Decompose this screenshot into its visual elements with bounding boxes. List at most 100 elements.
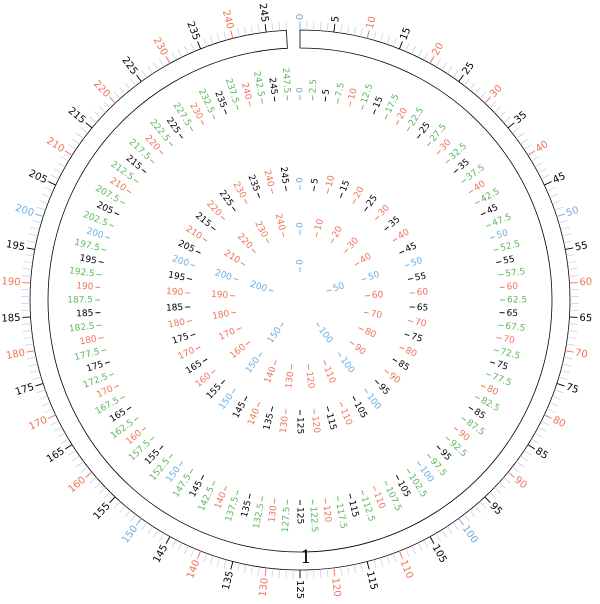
tick xyxy=(308,364,309,369)
minor-tick xyxy=(178,49,182,57)
tick xyxy=(291,364,292,369)
tick xyxy=(252,249,255,253)
tick xyxy=(231,312,236,313)
minor-tick xyxy=(436,533,441,541)
tick-label: 100 xyxy=(316,326,334,346)
tick-label: 15 xyxy=(398,26,413,42)
tick xyxy=(191,264,196,266)
tick xyxy=(385,227,389,230)
tick-label: 5 xyxy=(330,15,342,23)
tick xyxy=(418,462,421,466)
tick xyxy=(385,370,389,373)
tick-label: 130 xyxy=(258,577,271,597)
tick-label: 85 xyxy=(472,407,487,422)
tick-label: 10 xyxy=(365,15,379,30)
tick-label: 50 xyxy=(410,256,424,269)
minor-tick xyxy=(104,101,110,107)
tick xyxy=(110,97,115,103)
minor-tick xyxy=(125,510,131,517)
tick xyxy=(496,337,501,338)
minor-tick xyxy=(469,83,475,90)
tick-label: 210 xyxy=(184,224,204,242)
minor-tick xyxy=(374,32,376,41)
minor-tick xyxy=(569,324,578,325)
tick-label: 245 xyxy=(257,3,270,23)
tick xyxy=(496,262,501,263)
minor-tick xyxy=(480,501,486,508)
tick xyxy=(36,214,44,216)
tick-label: 127.5 xyxy=(281,506,293,532)
tick-label: 70 xyxy=(414,318,427,330)
tick xyxy=(241,262,245,265)
minor-tick xyxy=(39,396,47,399)
minor-tick xyxy=(33,220,42,223)
minor-tick xyxy=(547,188,555,192)
tick xyxy=(169,454,172,458)
tick-label: 115 xyxy=(364,570,379,591)
minor-tick xyxy=(412,546,416,554)
minor-tick xyxy=(566,344,575,345)
tick xyxy=(327,407,328,412)
minor-tick xyxy=(217,558,220,567)
tick xyxy=(385,115,387,120)
tick xyxy=(316,232,317,237)
minor-tick xyxy=(480,92,486,99)
tick xyxy=(430,537,434,544)
tick xyxy=(325,498,326,503)
minor-tick xyxy=(567,337,576,338)
tick xyxy=(325,97,326,102)
tick-label: 160 xyxy=(228,342,248,361)
tick-label: 185 xyxy=(166,303,184,314)
tick xyxy=(557,383,565,385)
tick-label: 195 xyxy=(5,239,26,253)
minor-tick xyxy=(559,377,568,380)
tick xyxy=(109,225,114,227)
tick xyxy=(427,454,430,458)
tick xyxy=(23,283,31,284)
minor-tick xyxy=(45,409,53,413)
minor-tick xyxy=(68,145,75,150)
tick xyxy=(469,407,473,410)
tick-label: 45 xyxy=(485,203,500,217)
tick-label: 150 xyxy=(120,524,140,546)
minor-tick xyxy=(81,128,88,134)
tick-label: 170 xyxy=(27,415,49,433)
minor-tick xyxy=(130,514,135,521)
tick-label: 140 xyxy=(213,491,229,511)
minor-tick xyxy=(130,78,135,85)
tick-label: 182.5 xyxy=(69,321,96,334)
tick xyxy=(142,169,146,172)
minor-tick xyxy=(279,22,280,31)
tick xyxy=(151,160,155,163)
tick xyxy=(237,328,242,330)
tick xyxy=(508,123,514,128)
minor-tick xyxy=(354,27,356,36)
tick xyxy=(314,409,315,414)
minor-tick xyxy=(24,337,33,338)
tick-label: 160 xyxy=(66,475,88,496)
minor-tick xyxy=(204,553,207,561)
tick-label: 135 xyxy=(262,412,276,431)
tick xyxy=(271,189,272,194)
tick xyxy=(494,350,499,351)
tick-label: 240 xyxy=(239,82,253,101)
minor-tick xyxy=(327,22,328,31)
tick-label: 57.5 xyxy=(505,267,526,279)
tick-label: 50 xyxy=(332,281,346,294)
minor-tick xyxy=(559,220,568,223)
tick-label: 62.5 xyxy=(507,296,527,306)
tick xyxy=(454,169,458,172)
tick-label: 150 xyxy=(244,355,262,375)
tick-label: 225 xyxy=(217,189,235,209)
minor-tick xyxy=(568,269,577,270)
tick-label: 75 xyxy=(495,360,509,373)
minor-tick xyxy=(380,558,383,567)
minor-tick xyxy=(153,63,158,71)
tick xyxy=(344,249,347,253)
tick-label: 230 xyxy=(231,180,248,200)
tick xyxy=(259,353,262,357)
tick xyxy=(134,418,138,421)
tick-label: 45 xyxy=(551,171,567,186)
minor-tick xyxy=(320,569,321,578)
minor-tick xyxy=(23,269,32,270)
